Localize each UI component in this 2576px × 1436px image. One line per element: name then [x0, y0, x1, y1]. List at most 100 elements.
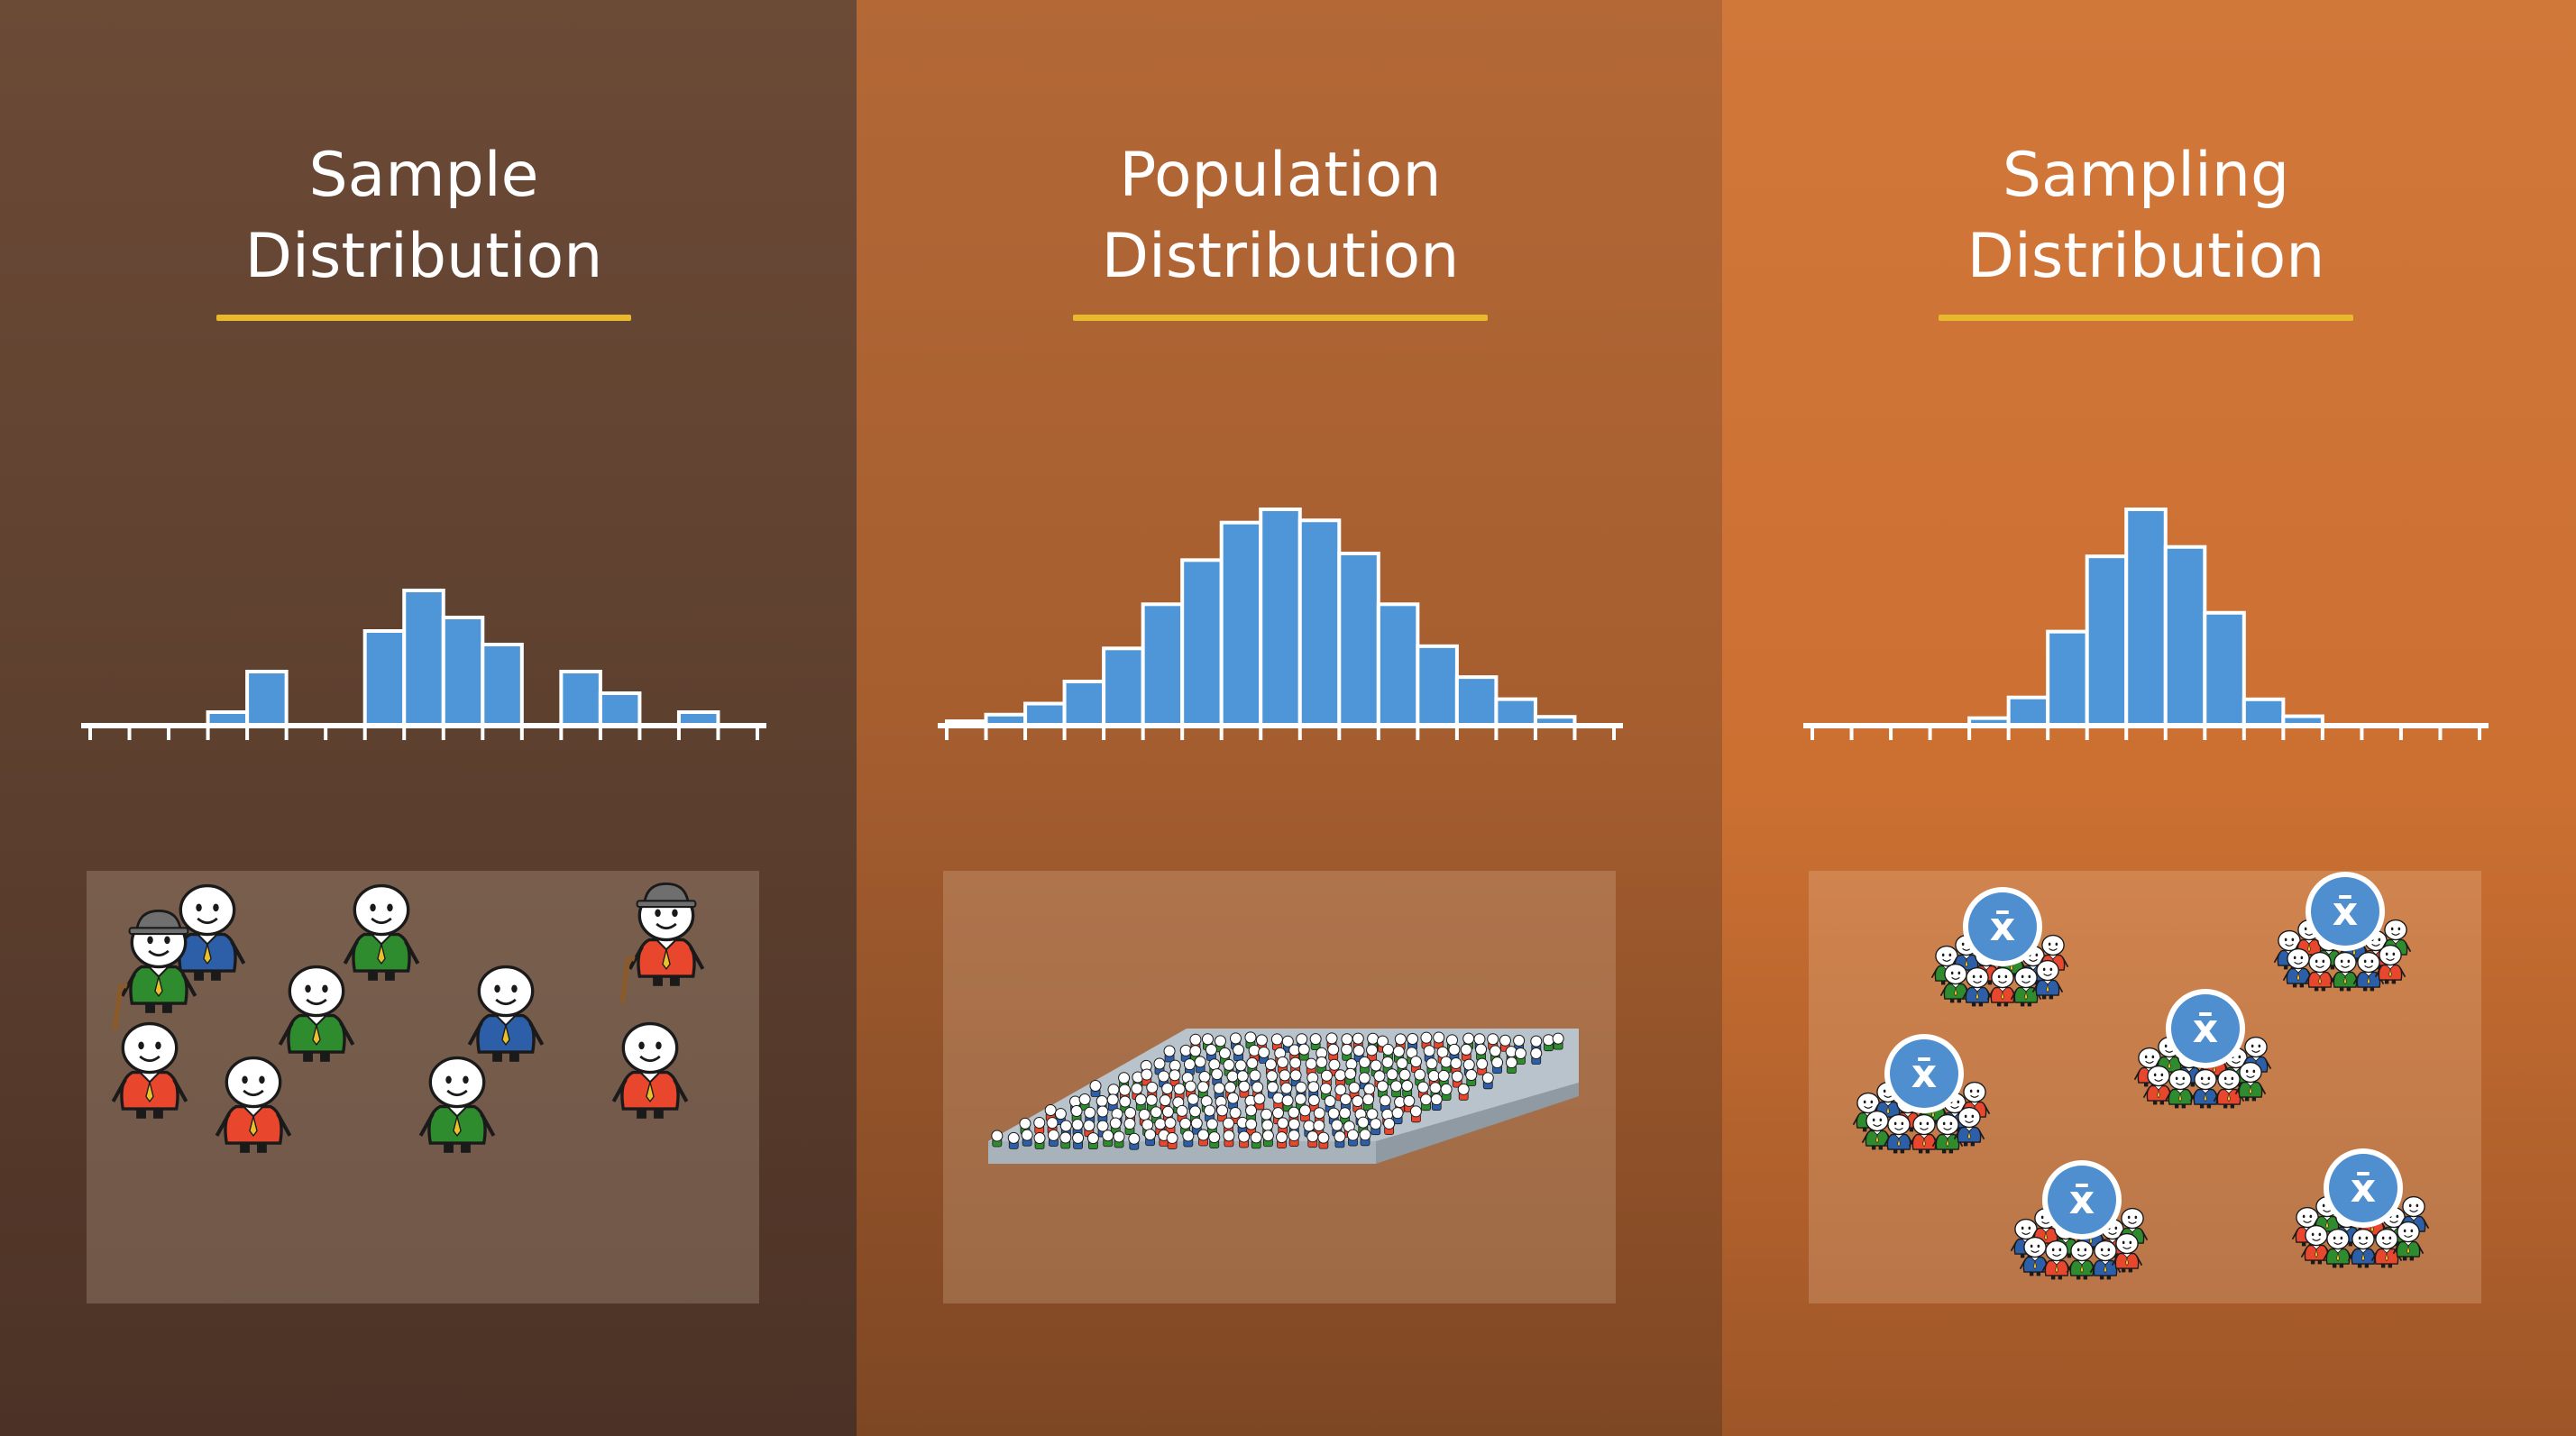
person-figure [418, 1056, 496, 1153]
histogram-bar [1494, 697, 1537, 727]
histogram-bar [2046, 629, 2089, 727]
group-member [1961, 966, 1994, 1007]
panel-title: Sample Distribution [0, 135, 848, 297]
person-figure [278, 965, 355, 1062]
title-line-2: Distribution [1966, 221, 2325, 292]
group-member [1908, 1113, 1940, 1154]
title-underline [1073, 315, 1488, 321]
sample-mean-symbol: x̄ [2351, 1166, 2376, 1212]
group-member [2031, 959, 2064, 1000]
person-figure [467, 965, 545, 1062]
histogram-bar [245, 670, 289, 727]
group-member [2164, 1068, 2196, 1109]
histogram-bar [2006, 695, 2050, 727]
population-crowd [991, 1031, 1564, 1150]
histogram-bar [1180, 558, 1224, 727]
sampling-groups-box: x̄ x̄ x̄ x̄ x̄ x̄ [1809, 871, 2481, 1303]
population-histogram [938, 508, 1623, 740]
group-member [2142, 1065, 2175, 1105]
histogram-bar [2203, 610, 2246, 727]
person-figure [215, 1056, 292, 1153]
title-line-2: Distribution [1101, 221, 1460, 292]
group-member [2374, 944, 2406, 984]
histogram-bar [402, 589, 445, 727]
histogram-bar [1337, 551, 1380, 727]
histogram-bar [559, 670, 602, 727]
panel-sample-distribution: Sample Distribution [0, 0, 866, 1436]
sample-mean-symbol: x̄ [2069, 1177, 2095, 1223]
group-member [2300, 1224, 2333, 1265]
sample-group: x̄ [2273, 872, 2412, 992]
sample-group: x̄ [2010, 1160, 2149, 1280]
population-crowd-box [943, 871, 1616, 1303]
sampling-groups-illustration: x̄ x̄ x̄ x̄ x̄ x̄ [1852, 872, 2430, 1280]
title-line-2: Distribution [244, 221, 603, 292]
histogram-bar [441, 616, 485, 727]
sample-mean-badge: x̄ [1884, 1034, 1964, 1113]
person-figure [619, 883, 705, 1004]
sample-mean-symbol: x̄ [1911, 1051, 1937, 1097]
group-member [1986, 966, 2019, 1007]
sample-mean-symbol: x̄ [2193, 1006, 2218, 1052]
histogram-bar [1454, 675, 1499, 728]
group-member [2189, 1068, 2222, 1109]
person-figure [112, 910, 197, 1031]
sample-group: x̄ [1930, 887, 2069, 1007]
panel-title: Population Distribution [857, 135, 1704, 297]
group-member [2282, 947, 2315, 988]
group-member [2347, 1228, 2379, 1268]
title-line-1: Sample [308, 140, 539, 211]
title-underline [1939, 315, 2353, 321]
group-member [1939, 963, 1972, 1003]
group-member [1931, 1113, 1964, 1154]
panel-title: Sampling Distribution [1722, 135, 2570, 297]
sample-mean-badge: x̄ [2306, 872, 2385, 951]
group-member [2370, 1228, 2403, 1268]
person-figure [611, 1021, 689, 1119]
histogram-bar [1062, 680, 1106, 727]
histogram-bar [1416, 644, 1459, 727]
sample-group: x̄ [2133, 989, 2272, 1109]
histogram-bar [2241, 697, 2286, 727]
group-member [2019, 1236, 2051, 1276]
sample-mean-badge: x̄ [1963, 887, 2042, 966]
sample-mean-symbol: x̄ [1990, 904, 2015, 950]
person-figure [343, 883, 420, 981]
histogram-bar [1141, 602, 1185, 727]
sample-people-box [87, 871, 759, 1303]
group-member [2304, 951, 2336, 992]
sampling-histogram [1803, 508, 2489, 740]
group-member [2040, 1239, 2073, 1280]
histogram-bar [1219, 520, 1263, 727]
title-underline [216, 315, 631, 321]
group-member [2329, 951, 2361, 992]
population-crowd-illustration [988, 1029, 1579, 1164]
histogram-bar [2124, 508, 2168, 727]
group-member [2066, 1239, 2098, 1280]
sample-mean-badge: x̄ [2042, 1160, 2122, 1239]
sample-mean-symbol: x̄ [2333, 889, 2358, 935]
sample-group: x̄ [1852, 1034, 1991, 1154]
sample-mean-badge: x̄ [2324, 1148, 2403, 1228]
group-member [1883, 1113, 1915, 1154]
group-member [2392, 1221, 2425, 1261]
sample-mean-badge: x̄ [2166, 989, 2245, 1068]
sample-group: x̄ [2291, 1148, 2430, 1268]
histogram-bar [2163, 544, 2207, 727]
panel-sampling-distribution: Sampling Distribution x̄ x̄ x̄ x̄ x̄ x̄ [1722, 0, 2576, 1436]
histogram-bar [1102, 646, 1145, 728]
group-member [2352, 951, 2385, 992]
group-member [2322, 1228, 2354, 1268]
group-member [2089, 1239, 2122, 1280]
group-member [2111, 1232, 2143, 1273]
group-member [2234, 1061, 2267, 1102]
histogram-bar [2085, 554, 2129, 727]
title-line-1: Population [1119, 140, 1442, 211]
group-member [1953, 1106, 1985, 1147]
sample-people-illustration [111, 883, 705, 1153]
person-figure [111, 1021, 188, 1119]
histogram-bar [1259, 508, 1302, 727]
panel-population-distribution: Population Distribution [857, 0, 1722, 1436]
histogram-bar [1297, 518, 1342, 727]
histogram-bar [598, 691, 642, 727]
